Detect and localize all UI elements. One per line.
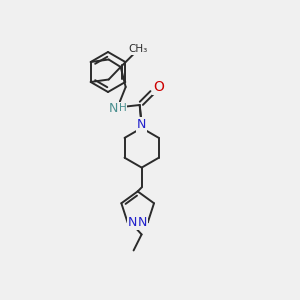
Text: CH₃: CH₃ [128,44,147,54]
Text: N: N [138,216,148,229]
Text: N: N [137,118,146,131]
Text: N: N [109,101,118,115]
Text: N: N [128,216,137,229]
Text: N: N [137,118,146,130]
Text: O: O [153,80,164,94]
Text: H: H [119,103,127,113]
